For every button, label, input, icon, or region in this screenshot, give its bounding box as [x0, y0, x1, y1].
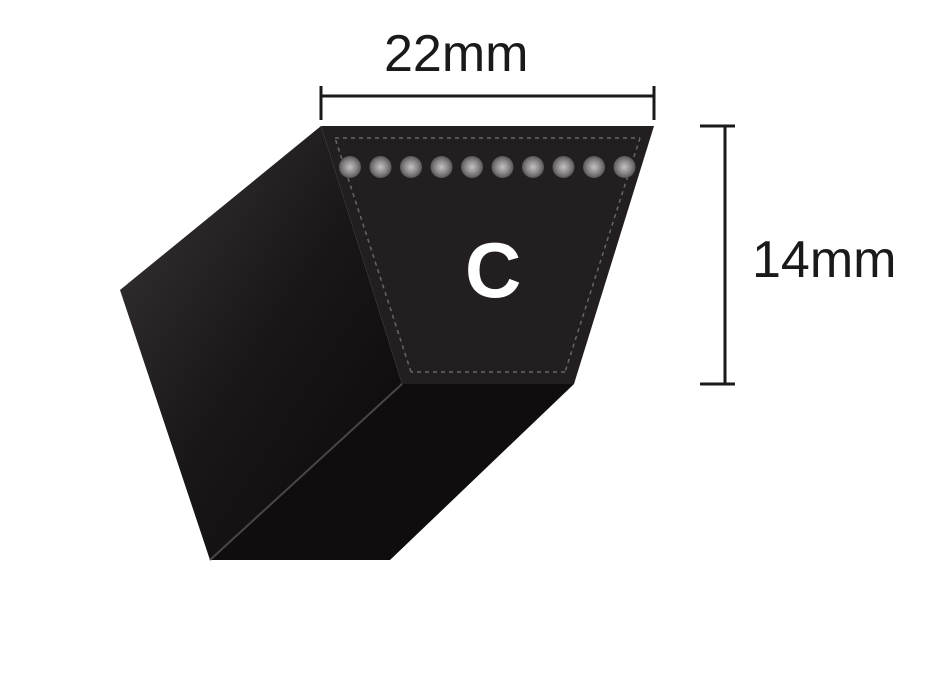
- height-label: 14mm: [752, 230, 896, 290]
- width-label: 22mm: [384, 24, 528, 84]
- belt-diagram-svg: [0, 0, 933, 700]
- height-dimension-bracket: [700, 126, 735, 384]
- width-dimension-bracket: [321, 86, 654, 120]
- belt-diagram-container: 22mm 14mm C: [0, 0, 933, 700]
- belt-profile-letter: C: [465, 225, 521, 316]
